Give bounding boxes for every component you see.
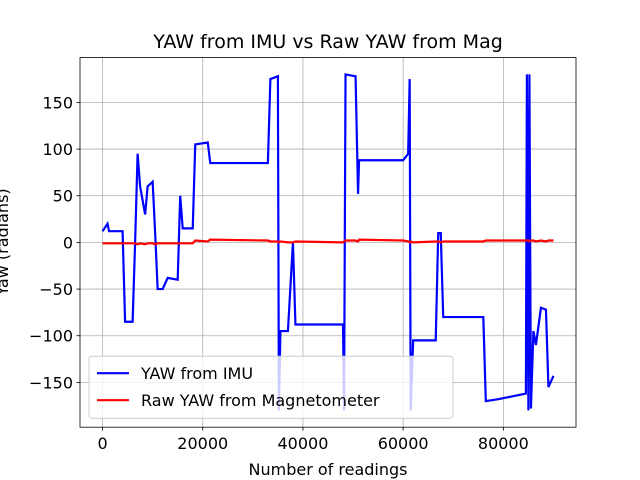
y-tick-label: −150 — [29, 373, 73, 392]
legend-box — [88, 355, 454, 419]
chart-title: YAW from IMU vs Raw YAW from Mag — [152, 31, 503, 53]
y-tick-label: −50 — [39, 280, 73, 299]
x-tick-label: 0 — [97, 434, 107, 453]
y-tick-label: 100 — [42, 140, 73, 159]
x-tick-label: 80000 — [478, 434, 529, 453]
y-tick-label: −100 — [29, 327, 73, 346]
plot-frame — [79, 57, 577, 428]
x-tick-label: 60000 — [378, 434, 429, 453]
y-tick-label: 150 — [42, 93, 73, 112]
y-tick-label: 0 — [63, 233, 73, 252]
y-axis-label: Yaw (radians) — [0, 188, 12, 296]
y-tick-label: 50 — [53, 187, 73, 206]
x-axis-label: Number of readings — [249, 460, 408, 479]
legend-label: Raw YAW from Magnetometer — [141, 391, 380, 410]
x-tick-label: 40000 — [277, 434, 328, 453]
legend-label: YAW from IMU — [140, 364, 253, 383]
series-line — [102, 238, 554, 246]
x-tick-label: 20000 — [177, 434, 228, 453]
